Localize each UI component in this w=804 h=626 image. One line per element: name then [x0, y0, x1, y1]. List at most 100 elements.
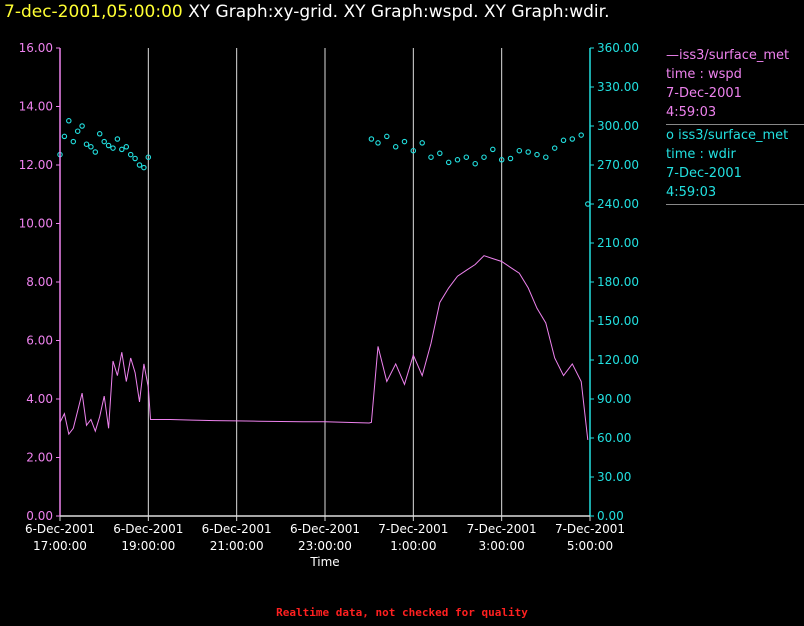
x-tick-label: 6-Dec-2001: [113, 522, 183, 536]
wdir-point: [127, 151, 134, 158]
legend-variable: time : wdir: [666, 147, 736, 162]
x-tick-label: 6-Dec-2001: [202, 522, 272, 536]
x-tick-label: 19:00:00: [121, 539, 175, 553]
wdir-point: [384, 133, 390, 140]
legend-time: 4:59:03: [666, 185, 717, 200]
y-right-tick-label: 360.00: [597, 41, 639, 55]
wdir-point: [490, 146, 496, 153]
wdir-point: [132, 155, 138, 162]
wspd-line: [59, 255, 589, 440]
y-left-tick-label: 2.00: [26, 451, 53, 465]
axes: [56, 47, 594, 521]
wdir-point: [437, 150, 443, 157]
y-right-tick-label: 300.00: [597, 119, 639, 133]
wdir-point: [66, 118, 72, 124]
wdir-point: [543, 154, 549, 160]
y-right-tick-label: 210.00: [597, 236, 639, 250]
wdir-point: [136, 162, 143, 168]
wdir-point: [101, 138, 107, 145]
wdir-point: [83, 141, 90, 147]
wdir-point: [410, 147, 417, 154]
title-time: 7-dec-2001,05:00:00: [4, 2, 183, 22]
x-tick-label: 23:00:00: [298, 539, 352, 553]
wdir-point: [105, 142, 112, 149]
wdir-point: [560, 137, 567, 144]
y-right-tick-label: 120.00: [597, 353, 639, 367]
wdir-point: [516, 147, 523, 154]
wspd-series: [59, 255, 589, 440]
legend-time: 4:59:03: [666, 105, 717, 120]
x-tick-label: 7-Dec-2001: [378, 522, 448, 536]
wdir-point: [525, 149, 531, 155]
quality-notice: Realtime data, not checked for quality: [276, 606, 528, 619]
wdir-point: [79, 123, 85, 129]
y-right-tick-label: 0.00: [597, 509, 624, 523]
wdir-point: [551, 145, 558, 151]
wdir-point: [110, 145, 116, 151]
y-left-tick-label: 4.00: [26, 392, 53, 406]
wdir-point: [534, 151, 540, 158]
wdir-point: [375, 140, 381, 146]
legend-source: o iss3/surface_met: [666, 128, 789, 143]
graph-title: 7-dec-2001,05:00:00 XY Graph:xy-grid. XY…: [4, 2, 610, 22]
y-right-tick-label: 240.00: [597, 197, 639, 211]
tick-labels: 6-Dec-2001 17:00:00 6-Dec-2001 19:00:00 6-De…: [19, 41, 639, 569]
legend-entry-wspd: —iss3/surface_met time : wspd 7-Dec-2001…: [666, 46, 804, 125]
y-right-tick-label: 330.00: [597, 80, 639, 94]
legend-source: —iss3/surface_met: [666, 48, 790, 63]
wdir-point: [472, 160, 478, 167]
x-tick-label: 7-Dec-2001: [467, 522, 537, 536]
y-left-tick-label: 0.00: [26, 509, 53, 523]
x-tick-label: 6-Dec-2001: [25, 522, 95, 536]
y-right-tick-label: 270.00: [597, 158, 639, 172]
y-right-tick-label: 30.00: [597, 470, 631, 484]
y-left-tick-label: 12.00: [19, 158, 53, 172]
y-left-tick-label: 10.00: [19, 217, 53, 231]
wdir-point: [368, 136, 375, 142]
y-left-tick-label: 16.00: [19, 41, 53, 55]
legend-date: 7-Dec-2001: [666, 86, 742, 101]
y-right-tick-label: 90.00: [597, 392, 631, 406]
wdir-point: [123, 144, 130, 150]
wdir-point: [119, 146, 125, 153]
wdir-point: [507, 155, 514, 162]
grid-lines: [147, 48, 503, 516]
wdir-point: [428, 154, 434, 160]
wdir-point: [92, 149, 99, 155]
legend: —iss3/surface_met time : wspd 7-Dec-2001…: [666, 46, 804, 206]
wdir-point: [419, 140, 425, 146]
wdir-point: [145, 154, 152, 160]
x-tick-label: 21:00:00: [210, 539, 264, 553]
title-graphs: XY Graph:xy-grid. XY Graph:wspd. XY Grap…: [188, 2, 610, 22]
circle-glyph-icon: o: [666, 128, 674, 143]
y-left-tick-label: 14.00: [19, 100, 53, 114]
x-tick-label: 6-Dec-2001: [290, 522, 360, 536]
wdir-point: [569, 136, 576, 142]
line-glyph-icon: —: [666, 48, 679, 63]
wdir-point: [70, 138, 77, 145]
legend-entry-wdir: o iss3/surface_met time : wdir 7-Dec-200…: [666, 126, 804, 205]
wdir-point: [454, 157, 461, 163]
wdir-point: [141, 164, 147, 171]
x-tick-label: 17:00:00: [33, 539, 87, 553]
wdir-point: [88, 144, 94, 150]
wdir-point: [114, 136, 121, 142]
legend-variable: time : wspd: [666, 67, 742, 82]
wdir-point: [96, 131, 103, 137]
y-right-tick-label: 60.00: [597, 431, 631, 445]
wdir-point: [392, 144, 399, 150]
y-right-tick-label: 150.00: [597, 314, 639, 328]
wdir-series: [57, 118, 591, 207]
wdir-point: [463, 154, 470, 160]
wdir-point: [481, 154, 487, 160]
wdir-point: [445, 159, 452, 166]
x-tick-label: 7-Dec-2001: [555, 522, 625, 536]
x-tick-label: 3:00:00: [479, 539, 525, 553]
y-right-tick-label: 180.00: [597, 275, 639, 289]
wdir-point: [498, 157, 505, 163]
y-left-tick-label: 6.00: [26, 334, 53, 348]
wdir-point: [61, 133, 68, 140]
wdir-point: [74, 128, 81, 134]
wdir-point: [401, 138, 408, 145]
